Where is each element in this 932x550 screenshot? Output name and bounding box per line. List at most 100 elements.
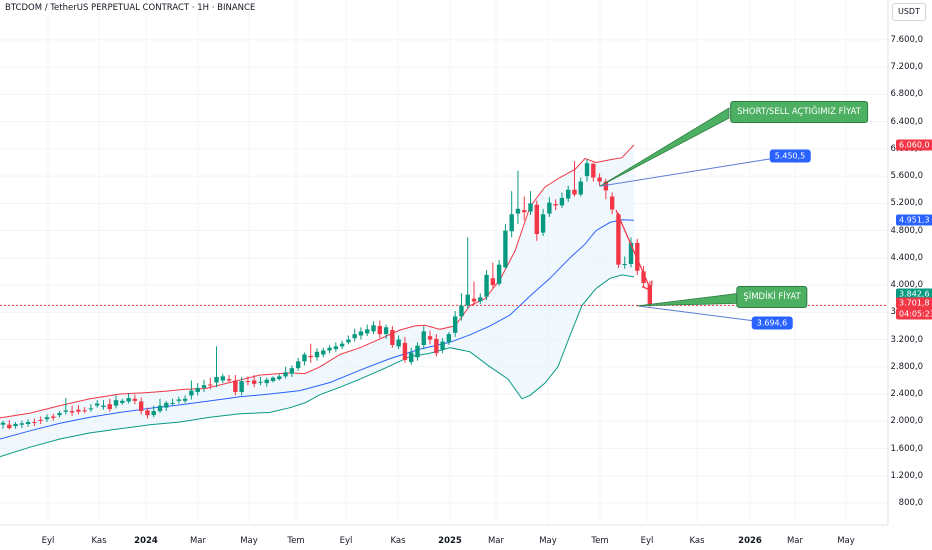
candle-body bbox=[57, 413, 62, 416]
candle-body bbox=[195, 387, 200, 392]
candle-body bbox=[484, 274, 489, 297]
candle-body bbox=[157, 405, 163, 412]
candle-body bbox=[452, 316, 458, 333]
candle-body bbox=[258, 381, 263, 383]
candle-body bbox=[32, 421, 37, 423]
candle-body bbox=[421, 331, 426, 346]
candle-body bbox=[509, 214, 514, 232]
candle-body bbox=[44, 417, 50, 420]
candle-body bbox=[19, 423, 25, 425]
candle-body bbox=[402, 342, 408, 360]
y-tick-label: 2.000,0 bbox=[890, 416, 923, 427]
y-tick-label: 7.600,0 bbox=[890, 34, 923, 45]
candle-body bbox=[503, 230, 508, 268]
current-price-callout[interactable]: ŞİMDİKİ FİYAT bbox=[736, 286, 808, 309]
x-tick-label: 2025 bbox=[438, 536, 462, 546]
candle-body bbox=[540, 214, 546, 233]
upper-band-price-tag: 6.060,0 bbox=[896, 139, 932, 151]
down-arrow[interactable] bbox=[615, 209, 653, 292]
candle-body bbox=[132, 398, 138, 401]
candle-body bbox=[82, 410, 87, 412]
candle-body bbox=[252, 380, 257, 384]
x-tick-label: 2024 bbox=[134, 536, 158, 546]
candle-body bbox=[277, 376, 282, 380]
candle-body bbox=[358, 331, 364, 336]
x-tick-label: Kas bbox=[390, 536, 406, 546]
candle-body bbox=[69, 411, 75, 413]
down-arrow-shaft bbox=[615, 209, 652, 291]
x-tick-label: Kas bbox=[91, 536, 107, 546]
down-arrow-head bbox=[641, 280, 653, 292]
candle-body bbox=[584, 163, 590, 177]
candle-body bbox=[51, 416, 56, 418]
x-tick-label: Eyl bbox=[41, 536, 55, 546]
candle-body bbox=[465, 294, 470, 306]
x-tick-label: May bbox=[539, 536, 557, 546]
currency-button[interactable]: USDT bbox=[892, 3, 926, 21]
candle-body bbox=[522, 210, 527, 213]
candle-body bbox=[321, 350, 326, 355]
candle-body bbox=[528, 203, 533, 212]
candle-body bbox=[308, 355, 313, 358]
x-tick-label: Mar bbox=[189, 536, 207, 546]
y-tick-label: 7.200,0 bbox=[890, 62, 923, 73]
candle-body bbox=[496, 264, 502, 284]
callout-pointer-short bbox=[599, 107, 730, 187]
candle-body bbox=[295, 361, 301, 369]
candle-body bbox=[365, 329, 370, 334]
x-tick-label: 2026 bbox=[738, 536, 762, 546]
candles bbox=[0, 159, 653, 430]
candle-body bbox=[88, 408, 94, 410]
y-tick-label: 6.800,0 bbox=[890, 89, 923, 100]
candle-body bbox=[616, 214, 621, 265]
bollinger-lower-line bbox=[0, 274, 635, 458]
candle-body bbox=[647, 285, 653, 306]
x-tick-label: Mar bbox=[786, 536, 804, 546]
candle-body bbox=[38, 419, 43, 421]
chart-title[interactable]: BTCDOM / TetherUS PERPETUAL CONTRACT · 1… bbox=[5, 3, 256, 13]
candle-body bbox=[609, 196, 615, 210]
prev-price-tag: 3.842,6 bbox=[896, 288, 932, 300]
candle-body bbox=[314, 351, 320, 358]
x-tick-label: Tem bbox=[287, 536, 305, 546]
short-sell-callout[interactable]: SHORT/SELL AÇTIĞIMIZ FİYAT bbox=[730, 101, 868, 124]
candle-body bbox=[459, 305, 464, 317]
last-price-tag: 3.701,8 bbox=[896, 297, 932, 309]
bollinger-band-fill bbox=[0, 144, 634, 457]
y-tick-label: 4.400,0 bbox=[890, 252, 923, 263]
candle-body bbox=[214, 377, 219, 383]
callout-pointer-now bbox=[637, 292, 740, 307]
candle-body bbox=[440, 341, 445, 350]
candle-body bbox=[270, 377, 276, 382]
candle-body bbox=[409, 352, 414, 363]
candle-body bbox=[390, 330, 395, 346]
middle-band-price-tag: 4.951,3 bbox=[896, 214, 932, 226]
candle-body bbox=[113, 400, 119, 406]
candle-body bbox=[7, 424, 12, 429]
candle-body bbox=[578, 181, 583, 195]
y-tick-label: 5.600,0 bbox=[890, 171, 923, 182]
candle-body bbox=[126, 398, 131, 402]
trend-line-short[interactable] bbox=[599, 155, 791, 187]
candle-body bbox=[151, 411, 156, 416]
trend-line-now[interactable] bbox=[637, 305, 773, 324]
candle-body bbox=[120, 400, 125, 403]
x-tick-label: Mar bbox=[487, 536, 505, 546]
candle-body bbox=[635, 242, 640, 271]
candle-body bbox=[553, 204, 558, 206]
candle-body bbox=[559, 197, 565, 206]
countdown-tag: 04:05:23 bbox=[896, 308, 932, 320]
candle-body bbox=[346, 339, 351, 343]
candle-body bbox=[446, 334, 452, 343]
y-tick-label: 1.600,0 bbox=[890, 443, 923, 454]
candle-body bbox=[352, 334, 357, 339]
candle-body bbox=[145, 410, 150, 416]
candle-body bbox=[176, 399, 182, 401]
y-tick-label: 5.200,0 bbox=[890, 198, 923, 209]
short-price-label: 5.450,5 bbox=[769, 149, 811, 163]
candle-body bbox=[597, 177, 602, 182]
candle-body bbox=[383, 327, 389, 335]
candle-body bbox=[415, 345, 420, 358]
candle-body bbox=[396, 339, 401, 347]
